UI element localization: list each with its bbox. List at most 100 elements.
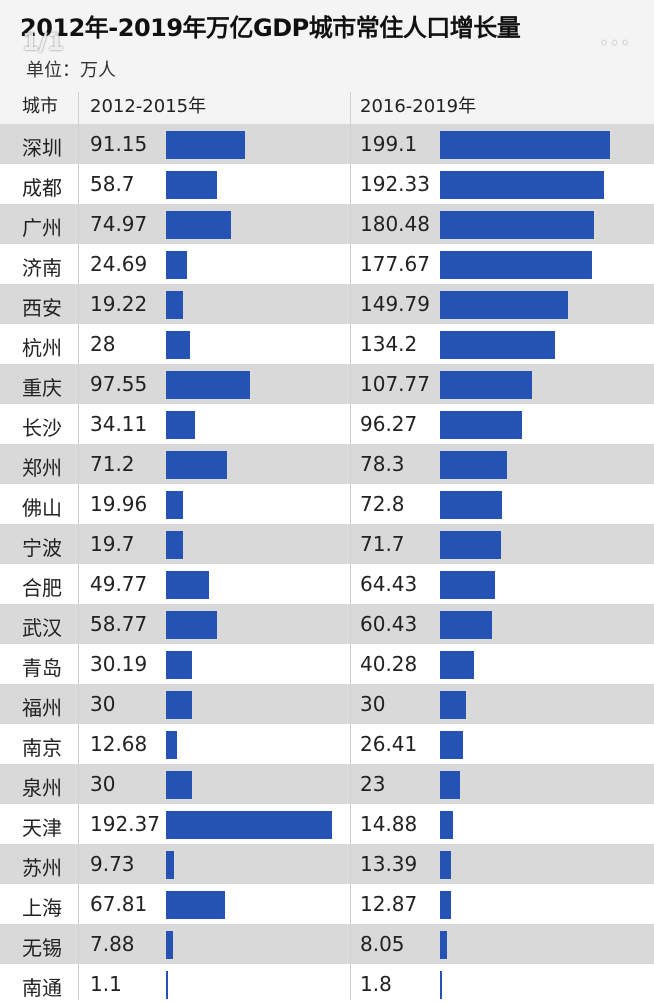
value-2012-2015: 91.15 [90, 132, 148, 156]
value-2016-2019: 1.8 [360, 972, 392, 996]
city-label: 郑州 [22, 456, 62, 480]
city-label: 济南 [22, 256, 62, 280]
bar-2016-2019 [440, 131, 610, 159]
city-label: 泉州 [22, 776, 62, 800]
bar-2012-2015 [166, 931, 173, 959]
bar-2016-2019 [440, 531, 502, 559]
table-row: 杭州 28 134.2 [0, 324, 654, 364]
value-2016-2019: 23 [360, 772, 386, 796]
bar-2016-2019 [440, 411, 523, 439]
value-2012-2015: 34.11 [90, 412, 148, 436]
table-row: 郑州 71.2 78.3 [0, 444, 654, 484]
bar-2012-2015 [166, 771, 192, 799]
unit-label: 单位：万人 [26, 60, 116, 81]
city-label: 南京 [22, 736, 62, 760]
value-2012-2015: 19.22 [90, 292, 148, 316]
table-body: 深圳 91.15 199.1 成都 58.7 192.33 广州 74.97 180.48 济南 2… [0, 124, 654, 1004]
bar-2012-2015 [166, 131, 245, 159]
value-2016-2019: 71.7 [360, 532, 405, 556]
value-2016-2019: 64.43 [360, 572, 418, 596]
bar-2016-2019 [440, 931, 447, 959]
bar-2012-2015 [166, 491, 184, 519]
table-row: 无锡 7.88 8.05 [0, 924, 654, 964]
city-label: 杭州 [22, 336, 62, 360]
value-2012-2015: 67.81 [90, 892, 148, 916]
value-2012-2015: 71.2 [90, 452, 135, 476]
value-2016-2019: 149.79 [360, 292, 430, 316]
value-2012-2015: 12.68 [90, 732, 148, 756]
bar-2012-2015 [166, 571, 209, 599]
header-city: 城市 [22, 96, 58, 117]
value-2012-2015: 49.77 [90, 572, 148, 596]
more-options-icon[interactable]: ... [600, 22, 632, 50]
table-row: 宁波 19.7 71.7 [0, 524, 654, 564]
city-label: 广州 [22, 216, 62, 240]
value-2012-2015: 74.97 [90, 212, 148, 236]
page-indicator: 1/1 [22, 28, 65, 56]
bar-2012-2015 [166, 531, 183, 559]
table-row: 青岛 30.19 40.28 [0, 644, 654, 684]
bar-2012-2015 [166, 331, 191, 359]
value-2016-2019: 78.3 [360, 452, 405, 476]
city-label: 青岛 [22, 656, 62, 680]
city-label: 长沙 [22, 416, 62, 440]
table-row: 天津 192.37 14.88 [0, 804, 654, 844]
bar-2012-2015 [166, 851, 175, 879]
table-row: 福州 30 30 [0, 684, 654, 724]
value-2012-2015: 192.37 [90, 812, 160, 836]
value-2012-2015: 30.19 [90, 652, 148, 676]
value-2016-2019: 72.8 [360, 492, 405, 516]
bar-2016-2019 [440, 771, 460, 799]
table-row: 南通 1.1 1.8 [0, 964, 654, 1004]
city-label: 上海 [22, 896, 62, 920]
table-row: 广州 74.97 180.48 [0, 204, 654, 244]
table-row: 南京 12.68 26.41 [0, 724, 654, 764]
city-label: 重庆 [22, 376, 62, 400]
table-row: 济南 24.69 177.67 [0, 244, 654, 284]
city-label: 成都 [22, 176, 62, 200]
value-2012-2015: 7.88 [90, 932, 135, 956]
city-label: 合肥 [22, 576, 62, 600]
city-label: 天津 [22, 816, 62, 840]
value-2016-2019: 60.43 [360, 612, 418, 636]
bar-2012-2015 [166, 611, 217, 639]
value-2016-2019: 8.05 [360, 932, 405, 956]
bar-2016-2019 [440, 491, 503, 519]
bar-2016-2019 [440, 731, 463, 759]
city-label: 武汉 [22, 616, 62, 640]
value-2016-2019: 134.2 [360, 332, 418, 356]
bar-2012-2015 [166, 691, 192, 719]
city-label: 佛山 [22, 496, 62, 520]
bar-2016-2019 [440, 611, 492, 639]
city-label: 南通 [22, 976, 62, 1000]
table-row: 苏州 9.73 13.39 [0, 844, 654, 884]
bar-2016-2019 [440, 371, 533, 399]
value-2016-2019: 26.41 [360, 732, 418, 756]
value-2012-2015: 28 [90, 332, 116, 356]
value-2016-2019: 12.87 [360, 892, 418, 916]
value-2012-2015: 58.7 [90, 172, 135, 196]
value-2016-2019: 96.27 [360, 412, 418, 436]
city-label: 宁波 [22, 536, 62, 560]
table-row: 长沙 34.11 96.27 [0, 404, 654, 444]
city-label: 福州 [22, 696, 62, 720]
bar-2012-2015 [166, 811, 332, 839]
bar-2016-2019 [440, 651, 475, 679]
bar-2012-2015 [166, 731, 177, 759]
table-row: 合肥 49.77 64.43 [0, 564, 654, 604]
bar-2016-2019 [440, 891, 451, 919]
column-divider [78, 92, 79, 1000]
table-row: 西安 19.22 149.79 [0, 284, 654, 324]
value-2016-2019: 30 [360, 692, 386, 716]
value-2016-2019: 107.77 [360, 372, 430, 396]
bar-2016-2019 [440, 211, 595, 239]
header-2012-2015: 2012-2015年 [90, 96, 207, 117]
bar-2012-2015 [166, 291, 183, 319]
bar-2012-2015 [166, 971, 168, 999]
table-header: 城市 2012-2015年 2016-2019年 [0, 86, 654, 122]
value-2012-2015: 9.73 [90, 852, 135, 876]
table-row: 重庆 97.55 107.77 [0, 364, 654, 404]
value-2012-2015: 30 [90, 692, 116, 716]
table-row: 泉州 30 23 [0, 764, 654, 804]
value-2012-2015: 19.7 [90, 532, 135, 556]
